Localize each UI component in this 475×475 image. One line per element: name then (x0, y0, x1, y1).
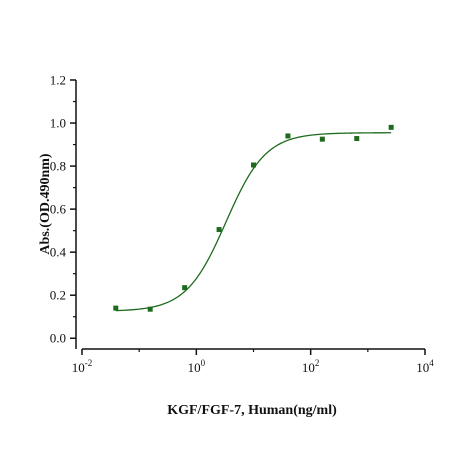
data-point (354, 136, 360, 142)
x-tick-label: 102 (302, 358, 320, 375)
x-axis-label: KGF/FGF-7, Human(ng/ml) (167, 403, 337, 418)
x-tick-label: 10-2 (72, 358, 93, 375)
y-tick-label: 0.8 (50, 159, 66, 174)
x-tick-label: 104 (416, 358, 434, 375)
data-point (182, 285, 188, 291)
data-point (216, 227, 222, 233)
data-point (388, 124, 394, 130)
fit-curve (115, 132, 392, 312)
y-tick-label: 0.2 (50, 288, 66, 303)
data-point (285, 133, 291, 139)
y-tick-label: 0.6 (50, 202, 67, 217)
y-tick-label: 1.0 (50, 116, 66, 131)
data-point (319, 136, 325, 142)
y-tick-label: 0.0 (50, 331, 66, 346)
x-tick-label: 100 (188, 358, 206, 375)
data-points (113, 124, 394, 312)
data-point (251, 162, 256, 168)
y-axis-ticks: 0.0 0.2 0.4 0.6 0.8 1.0 1.2 (50, 73, 76, 346)
y-axis-label: Abs.(OD.490nm) (38, 153, 53, 254)
data-point (147, 306, 153, 312)
axes (75, 80, 425, 350)
x-axis-ticks: 10-2 100 102 104 (72, 349, 434, 375)
y-tick-label: 0.4 (50, 245, 67, 260)
data-point (113, 305, 119, 311)
y-tick-label: 1.2 (50, 73, 66, 88)
